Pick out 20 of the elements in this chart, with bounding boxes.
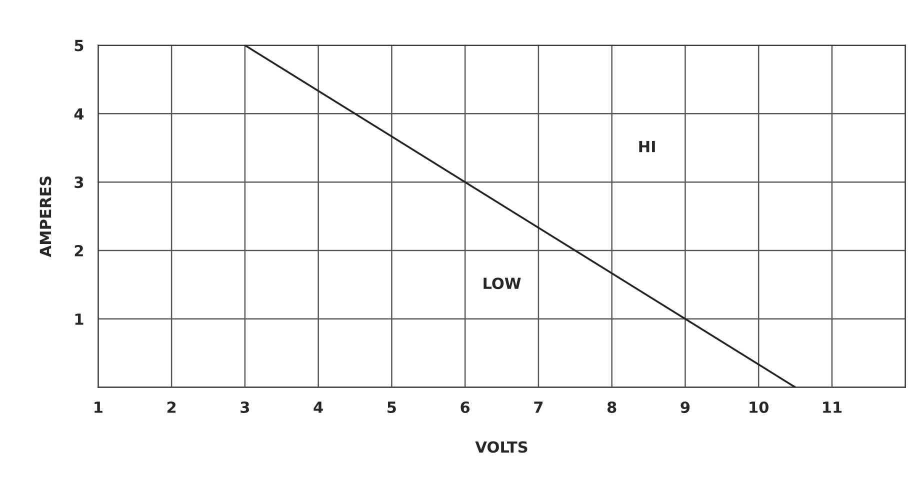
- x-tick-label: 7: [534, 402, 543, 413]
- annotation: HI: [639, 140, 655, 152]
- x-tick-label: 1: [94, 402, 102, 413]
- x-tick-label: 8: [607, 401, 616, 414]
- annotation: LOW: [484, 278, 521, 290]
- x-tick-label: 4: [314, 402, 323, 413]
- y-tick-label: 1: [75, 314, 84, 325]
- x-tick-label: 2: [167, 401, 176, 413]
- x-tick-label: 10: [750, 401, 768, 414]
- y-tick-label: 2: [74, 244, 83, 256]
- y-tick-label: 5: [74, 40, 84, 52]
- y-axis-title: AMPERES: [40, 176, 52, 258]
- x-axis-title: VOLTS: [475, 441, 528, 453]
- y-tick-label: 3: [74, 176, 84, 188]
- x-tick-label: 11: [823, 402, 842, 413]
- x-tick-label: 3: [240, 401, 250, 414]
- x-tick-label: 9: [680, 401, 690, 414]
- y-tick-label: 4: [74, 108, 84, 120]
- x-tick-label: 5: [388, 402, 396, 414]
- x-tick-label: 6: [460, 401, 470, 414]
